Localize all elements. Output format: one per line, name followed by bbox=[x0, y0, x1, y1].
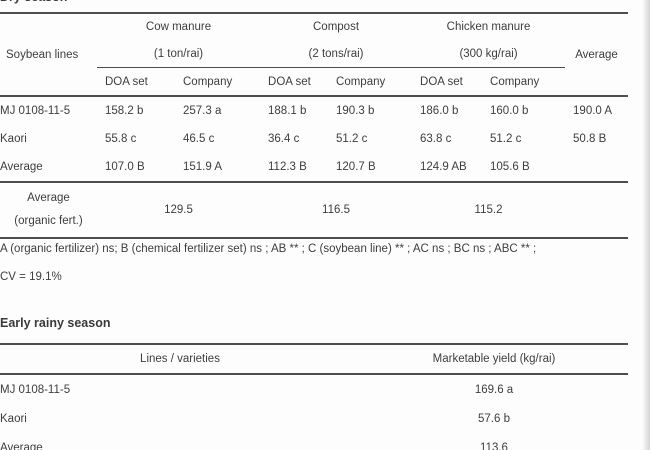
rate-cow-manure: (1 ton/rai) bbox=[97, 40, 261, 68]
soybean-lines-header: Soybean lines bbox=[6, 48, 79, 61]
cell-value: 186.0 b bbox=[420, 105, 459, 117]
average-column-header: Average bbox=[575, 48, 618, 61]
row-label: Average bbox=[0, 441, 43, 450]
sub-header-company: Company bbox=[482, 67, 566, 97]
cell-value: 151.9 A bbox=[175, 153, 261, 183]
cell-average: 50.8 B bbox=[573, 133, 607, 145]
organic-average-value: 116.5 bbox=[260, 182, 413, 239]
early-rainy-season-heading: Early rainy season bbox=[0, 316, 111, 330]
table-row: Kaori 57.6 b bbox=[0, 404, 628, 433]
cell-value: 113.6 bbox=[480, 441, 508, 450]
table-row: MJ 0108-11-5 158.2 b 257.3 a 188.1 b 190… bbox=[0, 96, 628, 125]
table-row: Average 107.0 B 151.9 A 112.3 B 120.7 B … bbox=[0, 153, 629, 183]
cell-value: 257.3 a bbox=[183, 105, 222, 117]
table-row: Average 113.6 bbox=[0, 433, 628, 450]
dry-season-table: Soybean lines Cow manure Compost Chicken… bbox=[0, 12, 629, 239]
cell-value: 46.5 c bbox=[183, 133, 215, 145]
cell-value: 188.1 b bbox=[268, 105, 307, 117]
marketable-yield-header: Marketable yield (kg/rai) bbox=[360, 344, 628, 375]
row-label: Average bbox=[0, 153, 97, 183]
cell-value: 105.6 B bbox=[482, 153, 566, 183]
cell-value: 57.6 b bbox=[478, 412, 510, 425]
organic-average-label: Average (organic fert.) bbox=[0, 182, 97, 239]
significance-footnote: A (organic fertilizer) ns; B (chemical f… bbox=[0, 243, 537, 255]
cell-value: 169.6 a bbox=[474, 383, 514, 396]
cell-value: 107.0 B bbox=[97, 153, 175, 183]
cell-value: 36.4 c bbox=[268, 133, 300, 145]
row-label: Kaori bbox=[0, 133, 27, 145]
group-header-cow-manure: Cow manure bbox=[145, 21, 212, 33]
cell-average: 190.0 A bbox=[573, 105, 613, 117]
cell-value: 158.2 b bbox=[105, 105, 144, 117]
organic-average-row: Average (organic fert.) 129.5 116.5 115.… bbox=[0, 182, 629, 239]
group-header-compost: Compost bbox=[313, 21, 360, 33]
organic-average-label-line1: Average bbox=[27, 192, 70, 204]
empty-cell bbox=[565, 67, 629, 97]
sub-header-company: Company bbox=[175, 67, 261, 97]
table-row: Kaori 55.8 c 46.5 c 36.4 c 51.2 c 63.8 c… bbox=[0, 125, 628, 153]
cell-value: 160.0 b bbox=[490, 105, 529, 117]
organic-average-value: 115.2 bbox=[412, 182, 566, 239]
sub-header-doa-set: DOA set bbox=[260, 67, 329, 97]
header-row: Lines / varieties Marketable yield (kg/r… bbox=[0, 344, 628, 375]
lines-varieties-header: Lines / varieties bbox=[0, 344, 360, 375]
sub-header-company: Company bbox=[328, 67, 413, 97]
organic-average-label-line2: (organic fert.) bbox=[14, 215, 83, 227]
group-header-row: Soybean lines Cow manure Compost Chicken… bbox=[0, 13, 628, 61]
cv-value: CV = 19.1% bbox=[0, 271, 62, 283]
group-header-chicken-manure: Chicken manure bbox=[446, 21, 531, 33]
scan-edge-shadow bbox=[642, 0, 650, 450]
sub-header-row: DOA set Company DOA set Company DOA set … bbox=[0, 67, 629, 97]
rate-compost: (2 tons/rai) bbox=[260, 40, 413, 68]
sub-header-doa-set: DOA set bbox=[412, 67, 483, 97]
cell-value: 124.9 AB bbox=[412, 153, 483, 183]
empty-cell bbox=[0, 67, 97, 97]
rate-chicken-manure: (300 kg/rai) bbox=[412, 40, 566, 68]
cell-value: 51.2 c bbox=[490, 133, 522, 145]
early-rainy-season-table: Lines / varieties Marketable yield (kg/r… bbox=[0, 343, 628, 450]
cell-value: 51.2 c bbox=[336, 133, 368, 145]
cell-value: 120.7 B bbox=[328, 153, 413, 183]
row-label: MJ 0108-11-5 bbox=[0, 105, 71, 117]
row-label: Kaori bbox=[0, 412, 27, 425]
cell-value: 112.3 B bbox=[260, 153, 329, 183]
cell-average bbox=[565, 153, 629, 183]
row-label: MJ 0108-11-5 bbox=[0, 383, 71, 396]
empty-cell bbox=[565, 182, 629, 239]
group-rate-row: (1 ton/rai) (2 tons/rai) (300 kg/rai) bbox=[0, 40, 628, 68]
dry-season-heading: Dry season bbox=[0, 0, 67, 4]
sub-header-doa-set: DOA set bbox=[97, 67, 175, 97]
cell-value: 55.8 c bbox=[105, 133, 137, 145]
cell-value: 63.8 c bbox=[420, 133, 452, 145]
organic-average-value: 129.5 bbox=[97, 182, 261, 239]
cell-value: 190.3 b bbox=[336, 105, 375, 117]
table-row: MJ 0108-11-5 169.6 a bbox=[0, 374, 628, 404]
